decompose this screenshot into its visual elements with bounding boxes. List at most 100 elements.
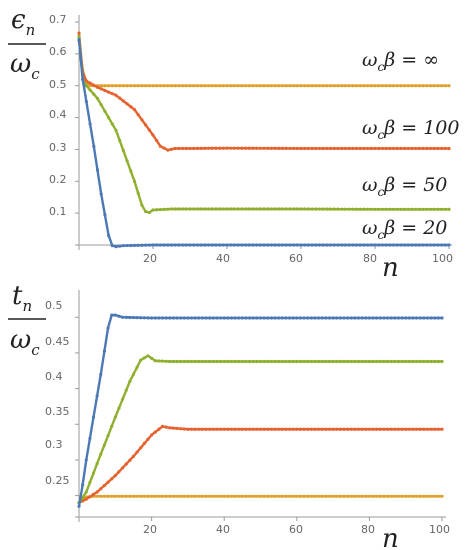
- data-point: [403, 84, 407, 88]
- data-point: [336, 243, 340, 247]
- data-point: [306, 243, 310, 247]
- data-point: [164, 359, 168, 363]
- data-point: [443, 243, 447, 247]
- data-point: [95, 394, 99, 398]
- data-point: [199, 243, 203, 247]
- data-point: [313, 316, 317, 320]
- data-point: [298, 494, 303, 498]
- data-point: [280, 427, 284, 431]
- data-point: [197, 427, 201, 431]
- data-point: [410, 243, 414, 247]
- data-point: [135, 365, 139, 369]
- data-point: [258, 243, 262, 247]
- data-point: [103, 88, 107, 93]
- data-point: [153, 430, 157, 434]
- data-point: [351, 84, 355, 88]
- data-point: [214, 84, 218, 88]
- data-point: [164, 425, 168, 429]
- data-point: [244, 316, 248, 320]
- data-point: [158, 84, 162, 88]
- data-point: [340, 207, 344, 211]
- data-point: [324, 427, 328, 431]
- data-point: [169, 84, 174, 88]
- data-point: [433, 316, 437, 320]
- top-ytick-label: 0.5: [49, 78, 67, 91]
- data-point: [377, 84, 381, 88]
- data-point: [360, 494, 364, 498]
- data-point: [147, 210, 151, 215]
- data-point: [306, 494, 310, 498]
- data-point: [218, 84, 222, 88]
- data-point: [226, 494, 230, 498]
- data-point: [129, 243, 133, 248]
- data-point: [131, 372, 136, 376]
- data-point: [389, 427, 393, 431]
- data-point: [389, 494, 393, 498]
- data-point: [128, 379, 132, 384]
- data-point: [332, 207, 336, 211]
- data-point: [251, 427, 255, 431]
- data-point: [135, 450, 139, 454]
- data-point: [325, 207, 329, 211]
- data-point: [403, 207, 407, 211]
- data-point: [139, 446, 143, 450]
- data-point: [280, 494, 284, 498]
- data-point: [436, 316, 440, 320]
- data-point: [240, 427, 244, 431]
- data-point: [132, 108, 137, 112]
- data-point: [388, 207, 392, 211]
- data-point: [266, 494, 270, 498]
- data-point: [258, 427, 263, 431]
- annotation-beta-infinity: ωcβ = ∞: [362, 49, 439, 74]
- data-point: [338, 427, 342, 431]
- data-point: [306, 84, 310, 88]
- data-point: [95, 168, 100, 172]
- data-point: [113, 313, 117, 317]
- data-point: [110, 494, 114, 498]
- data-point: [136, 243, 140, 247]
- data-point: [277, 427, 281, 431]
- data-point: [266, 243, 270, 247]
- data-point: [171, 494, 175, 498]
- data-point: [258, 207, 262, 211]
- data-point: [182, 427, 186, 431]
- data-point: [325, 146, 329, 151]
- data-point: [188, 243, 192, 247]
- data-point: [221, 243, 225, 247]
- data-point: [395, 84, 399, 88]
- data-point: [411, 359, 415, 364]
- data-point: [406, 243, 410, 247]
- top-ytick-label: 0.6: [49, 45, 67, 58]
- data-point: [440, 427, 444, 431]
- data-point: [128, 315, 132, 320]
- data-point: [118, 244, 122, 248]
- data-point: [358, 146, 362, 151]
- data-point: [273, 316, 277, 320]
- data-point: [340, 84, 344, 88]
- data-point: [349, 316, 353, 320]
- data-point: [436, 146, 440, 151]
- data-point: [273, 494, 277, 498]
- data-point: [362, 146, 366, 151]
- data-point: [173, 84, 177, 88]
- data-point: [349, 359, 353, 364]
- data-point: [389, 359, 393, 364]
- data-point: [193, 494, 197, 498]
- data-point: [132, 179, 137, 183]
- data-point: [393, 359, 397, 364]
- data-point: [331, 359, 335, 364]
- data-point: [236, 84, 240, 88]
- data-point: [243, 243, 248, 247]
- data-point: [417, 243, 421, 247]
- data-point: [229, 207, 233, 211]
- annotation-beta-20: ωcβ = 20: [362, 217, 447, 242]
- data-point: [291, 359, 295, 364]
- data-point: [422, 494, 426, 498]
- data-point: [425, 84, 429, 88]
- data-point: [160, 359, 165, 363]
- data-point: [362, 243, 366, 247]
- data-point: [414, 494, 419, 498]
- data-point: [255, 243, 259, 247]
- top-chart: ϵn ωc 0.1 0.2 0.3 0.4 0.5 0.6 0.7 20 40 …: [8, 5, 459, 283]
- data-point: [125, 84, 129, 88]
